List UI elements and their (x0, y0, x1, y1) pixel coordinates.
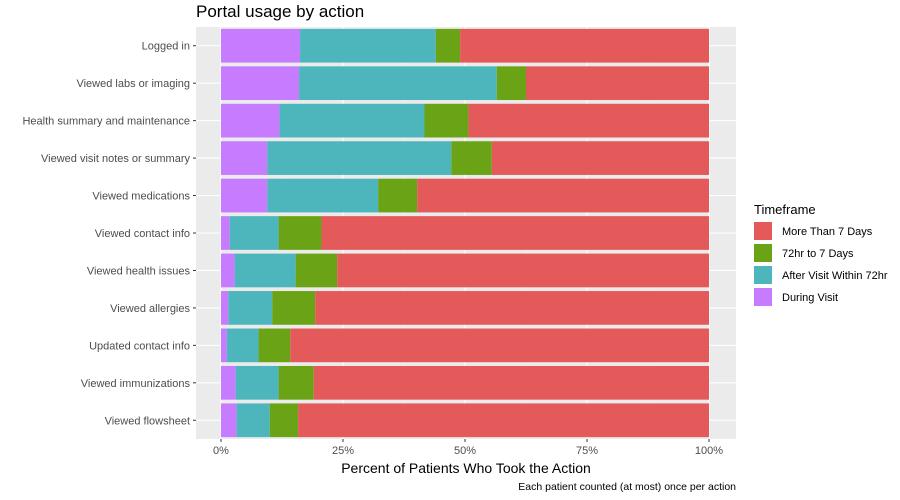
chart-title: Portal usage by action (196, 2, 364, 21)
legend-key (754, 244, 772, 262)
bar-segment (315, 291, 709, 325)
legend-label: During Visit (782, 292, 838, 304)
legend-key (754, 222, 772, 240)
bar-segment (221, 141, 268, 175)
y-tick-label: Viewed medications (92, 191, 190, 203)
bar-segment (269, 403, 299, 438)
bar-segment (229, 216, 279, 250)
bar-segment (226, 328, 259, 363)
bar-segment (298, 403, 709, 438)
bar-segment (221, 253, 235, 288)
bar-segment (496, 66, 526, 101)
bar-segment (221, 28, 301, 63)
y-tick-label: Viewed visit notes or summary (41, 153, 190, 165)
x-tick-label: 50% (454, 445, 476, 457)
bar-segment (221, 291, 229, 325)
bar-segment (299, 66, 497, 101)
y-tick-label: Viewed labs or imaging (76, 78, 190, 90)
bar-segment (221, 103, 280, 138)
x-tick-label: 0% (213, 445, 229, 457)
bar-segment (300, 28, 436, 63)
bar-segment (267, 141, 452, 175)
legend-title: Timeframe (754, 202, 816, 217)
bar-segment (295, 253, 338, 288)
bar-segment (526, 66, 709, 101)
bar-segment (460, 28, 709, 63)
y-tick-label: Viewed flowsheet (105, 415, 190, 427)
y-tick-label: Viewed health issues (87, 265, 191, 277)
bar-segment (234, 253, 296, 288)
legend-label: 72hr to 7 Days (782, 248, 854, 260)
bar-segment (221, 328, 227, 363)
bar-segment (451, 141, 492, 175)
legend-label: More Than 7 Days (782, 226, 873, 238)
chart-caption: Each patient counted (at most) once per … (518, 481, 736, 493)
bar-segment (491, 141, 709, 175)
bar-segment (221, 178, 268, 213)
bar-segment (435, 28, 461, 63)
bar-segment (221, 66, 300, 101)
legend-key (754, 288, 772, 306)
legend-label: After Visit Within 72hr (782, 270, 888, 282)
y-axis: Logged in Viewed labs or imaging Health su… (22, 41, 196, 427)
bar-segment (258, 328, 291, 363)
bar-segment (290, 328, 709, 363)
y-tick-label: Viewed allergies (110, 303, 190, 315)
x-axis-label: Percent of Patients Who Took the Action (341, 460, 591, 476)
bar-segment (221, 365, 236, 400)
bar-segment (267, 178, 379, 213)
y-tick-label: Updated contact info (89, 340, 190, 352)
bar-segment (221, 216, 230, 250)
y-tick-label: Health summary and maintenance (22, 116, 190, 128)
y-tick-label: Viewed contact info (95, 228, 190, 240)
bar-segment (272, 291, 316, 325)
bars (221, 28, 709, 438)
bar-segment (313, 365, 709, 400)
x-tick-label: 100% (695, 445, 723, 457)
x-tick-label: 25% (332, 445, 354, 457)
bar-segment (337, 253, 709, 288)
x-axis: 0% 25% 50% 75% 100% (213, 439, 723, 457)
x-tick-label: 75% (576, 445, 598, 457)
bar-segment (228, 291, 273, 325)
bar-segment (417, 178, 709, 213)
bar-segment (321, 216, 709, 250)
bar-segment (279, 103, 425, 138)
y-tick-label: Logged in (142, 41, 190, 53)
bar-segment (235, 365, 279, 400)
bar-segment (278, 365, 314, 400)
legend: Timeframe More Than 7 Days 72hr to 7 Days… (754, 202, 888, 306)
y-tick-label: Viewed immunizations (81, 378, 191, 390)
bar-segment (236, 403, 270, 438)
bar-segment (221, 403, 237, 438)
bar-segment (278, 216, 322, 250)
bar-segment (424, 103, 469, 138)
legend-key (754, 266, 772, 284)
bar-segment (468, 103, 709, 138)
bar-segment (378, 178, 418, 213)
